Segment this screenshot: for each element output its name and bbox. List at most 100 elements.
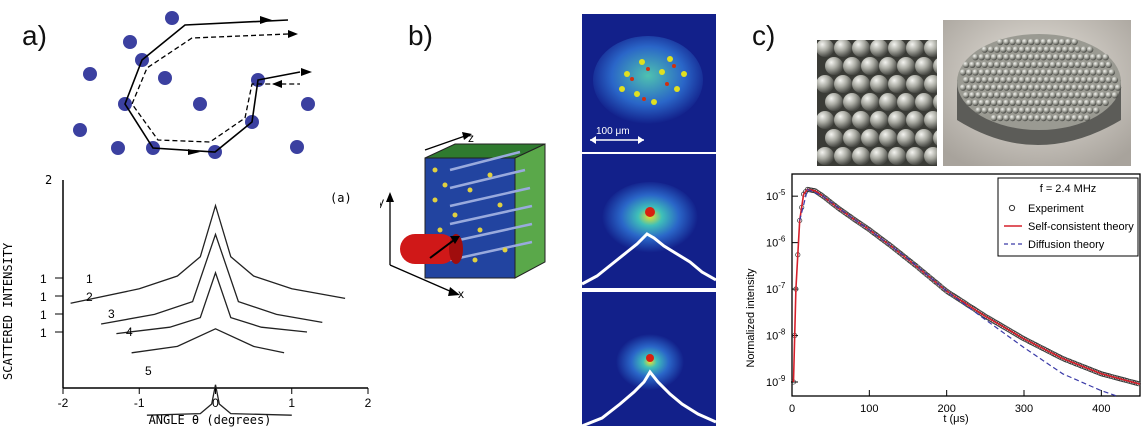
panel-a-label: a) [22,20,47,51]
bead [852,147,870,165]
panel-b-label: b) [408,20,433,51]
bead [852,111,870,129]
bead [861,93,879,111]
experiment-point [873,232,879,238]
bead [870,111,888,129]
bead [1055,46,1063,53]
bead [1034,69,1041,76]
bead [1065,38,1072,46]
bead [1003,38,1010,46]
bead [906,147,924,165]
bead [1083,54,1091,61]
bead [993,107,1001,114]
bead [1000,46,1007,53]
bead [997,114,1004,122]
bead [843,57,861,75]
panel-c-x-tick-label: 0 [789,403,795,415]
bead [1074,107,1081,114]
experiment-point [935,281,941,287]
bead [924,40,937,57]
experiment-point [908,259,914,265]
bead [1077,54,1084,61]
bead [1052,114,1060,122]
bead [1031,46,1038,53]
bead [897,57,915,75]
bead [1015,99,1022,107]
bead [1000,76,1007,84]
curve-2-label: 2 [86,290,93,304]
bead [1031,107,1038,114]
bead [1077,84,1084,91]
experiment-point [878,235,884,241]
panel-c-x-tick-label: 400 [1092,403,1110,415]
bead [817,111,834,129]
panel-c-y-tick-label: 10-9 [766,374,786,389]
bead [1006,61,1013,68]
experiment-point [921,270,927,276]
experiment-point [891,245,897,252]
bead [969,61,976,68]
bead [1031,61,1038,68]
bead [1034,54,1041,61]
bead [993,46,1001,53]
experiment-point [886,242,892,248]
bead [906,75,924,93]
bead [981,107,988,114]
bead [993,76,1001,84]
bead [1009,54,1016,61]
bead [1068,61,1075,68]
bead [825,129,843,147]
bead [1003,114,1010,122]
experiment-point [940,285,946,291]
bead [1077,69,1084,76]
bead [1099,76,1106,84]
bead [825,93,843,111]
bead [817,75,834,93]
bead [1065,54,1072,61]
bead [1009,38,1016,46]
panel-a-curve-3 [116,270,308,335]
bead [861,129,879,147]
bead [987,61,995,68]
bead [966,69,973,76]
bead [1059,38,1066,46]
legend-self-consistent: Self-consistent theory [1028,221,1134,233]
bead [1080,76,1088,84]
panel-c-y-tick-label: 10-7 [766,281,786,296]
panel-c-x-tick-label: 100 [860,403,878,415]
bead [1037,61,1044,68]
bead [1049,46,1057,53]
bead [1062,46,1069,53]
bead [981,92,988,99]
curve-3-tick: 1 [40,308,47,322]
bead [1068,46,1075,53]
experiment-point [904,256,910,262]
bead [990,69,998,76]
bead [1021,69,1029,76]
bead [1015,84,1022,91]
bead [933,94,937,110]
bead [870,75,888,93]
bead [1093,92,1100,99]
bead [987,46,995,53]
bead [997,84,1004,91]
experiment-point [928,275,934,281]
bead [1068,76,1075,84]
bead [888,147,906,165]
bead [1034,84,1041,91]
bead [1093,76,1100,84]
experiment-point [832,203,838,209]
bead [888,75,906,93]
bead [1062,92,1069,99]
experiment-point [937,282,943,289]
panel-a-curves [55,203,346,416]
bead [1077,99,1084,107]
bead [984,69,991,76]
experiment-point [893,247,899,253]
bead [1040,84,1047,91]
bead [1062,61,1069,68]
bead [1102,99,1109,107]
bead [1055,92,1063,99]
bead [879,57,897,75]
bead [1028,54,1035,61]
